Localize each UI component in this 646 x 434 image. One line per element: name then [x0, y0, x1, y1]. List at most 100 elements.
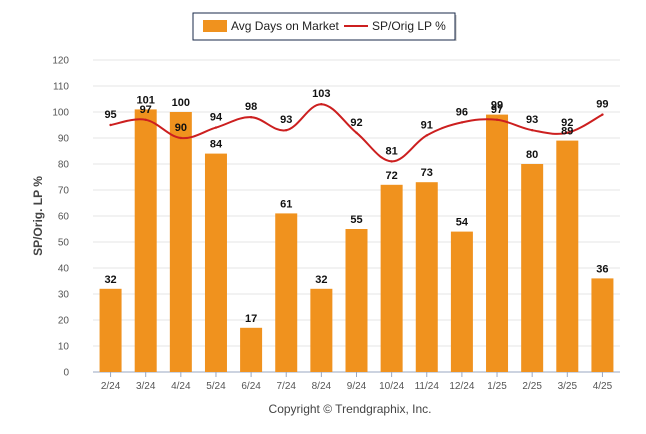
y-tick-label: 120 [52, 56, 69, 67]
x-tick-label: 3/24 [136, 381, 156, 392]
bar [99, 288, 122, 372]
line-point [390, 160, 393, 163]
line-series [109, 103, 604, 163]
line-value-label: 98 [245, 101, 257, 113]
bar-value-label: 89 [561, 126, 573, 138]
line-point [425, 134, 428, 137]
line-point [320, 103, 323, 106]
bar-value-label: 100 [172, 97, 190, 109]
x-tick-label: 3/25 [558, 381, 578, 392]
legend-label-line: SP/Orig LP % [372, 19, 446, 33]
line-value-label: 93 [526, 114, 538, 126]
legend-label-bar: Avg Days on Market [231, 19, 339, 33]
line-point [460, 121, 464, 124]
bar [380, 184, 403, 372]
x-tick-label: 11/24 [415, 381, 440, 392]
line-value-label: 91 [421, 119, 433, 131]
line-value-label: 81 [386, 145, 398, 157]
line-point [249, 116, 253, 119]
line-point [179, 136, 183, 140]
y-tick-label: 40 [58, 264, 70, 275]
x-tick-label: 5/24 [206, 381, 226, 392]
bar-value-label: 61 [280, 198, 292, 210]
y-tick-label: 70 [58, 186, 70, 197]
line-value-label: 99 [596, 99, 608, 111]
bar [556, 140, 579, 372]
bar [450, 231, 473, 372]
bar-value-label: 17 [245, 313, 257, 325]
bar [310, 288, 333, 372]
data-labels: 32 101 100 84 17 61 32 55 72 73 54 99 80 89 36 95 97 90 94… [104, 88, 608, 325]
legend: Avg Days on Market SP/Orig LP % [192, 12, 457, 41]
bar [415, 182, 438, 372]
bar [591, 278, 614, 372]
y-tick-label: 10 [58, 342, 70, 353]
x-tick-label: 2/24 [101, 381, 121, 392]
bar-value-label: 99 [491, 100, 503, 112]
line-value-label: 93 [280, 114, 292, 126]
line-point [285, 129, 288, 132]
x-tick-label: 12/24 [449, 381, 474, 392]
bar [275, 213, 298, 372]
line-value-label: 92 [350, 117, 362, 129]
y-tick-label: 20 [58, 316, 70, 327]
y-tick-label: 100 [52, 108, 69, 119]
line-value-label: 97 [140, 104, 152, 116]
line-value-label: 95 [104, 109, 116, 121]
bar [169, 112, 192, 372]
y-tick-label: 60 [58, 212, 70, 223]
line-point [566, 131, 569, 134]
bar-value-label: 72 [386, 170, 398, 182]
bar-value-label: 80 [526, 149, 538, 161]
copyright-text: Copyright © Trendgraphix, Inc. [269, 402, 432, 416]
line-point [601, 113, 604, 116]
line-point [109, 123, 112, 127]
bar-value-label: 32 [104, 274, 116, 286]
x-tick-label: 4/25 [593, 381, 613, 392]
y-tick-label: 30 [58, 290, 70, 301]
bar-value-label: 32 [315, 274, 327, 286]
y-tick-label: 0 [63, 368, 69, 379]
bar [345, 229, 368, 372]
bar-series [99, 109, 614, 373]
bar-value-label: 84 [210, 139, 223, 151]
y-tick-label: 80 [58, 160, 70, 171]
x-tick-label: 6/24 [241, 381, 261, 392]
x-tick-label: 4/24 [171, 381, 191, 392]
bar-value-label: 36 [596, 263, 608, 275]
line-value-label: 94 [210, 112, 223, 124]
y-tick-label: 90 [58, 134, 70, 145]
line-value-label: 92 [561, 117, 573, 129]
bar-value-label: 55 [350, 214, 362, 226]
legend-swatch-bar [203, 20, 227, 32]
line-value-label: 90 [175, 122, 187, 134]
bar [240, 327, 263, 372]
bar-value-label: 54 [456, 217, 469, 229]
y-axis-title: SP/Orig. LP % [31, 176, 45, 256]
line-point [214, 126, 218, 129]
bar [204, 153, 227, 372]
line-point [495, 118, 499, 122]
x-tick-label: 7/24 [276, 381, 296, 392]
x-tick-label: 10/24 [379, 381, 404, 392]
line-value-label: 96 [456, 106, 468, 118]
bar [486, 114, 509, 372]
bar-value-label: 101 [137, 94, 155, 106]
legend-box [192, 12, 456, 41]
x-tick-label: 2/25 [522, 381, 542, 392]
bar [521, 164, 544, 372]
bar-value-label: 73 [421, 167, 433, 179]
line-point [355, 131, 358, 134]
y-tick-label: 50 [58, 238, 70, 249]
x-tick-label: 1/25 [487, 381, 507, 392]
line-point [530, 129, 534, 132]
bar [134, 109, 157, 373]
y-tick-label: 110 [53, 82, 69, 93]
line-value-label: 103 [312, 88, 330, 100]
x-tick-label: 9/24 [347, 381, 367, 392]
line-value-label: 97 [491, 104, 503, 116]
line-point [144, 118, 147, 122]
x-tick-label: 8/24 [312, 381, 332, 392]
